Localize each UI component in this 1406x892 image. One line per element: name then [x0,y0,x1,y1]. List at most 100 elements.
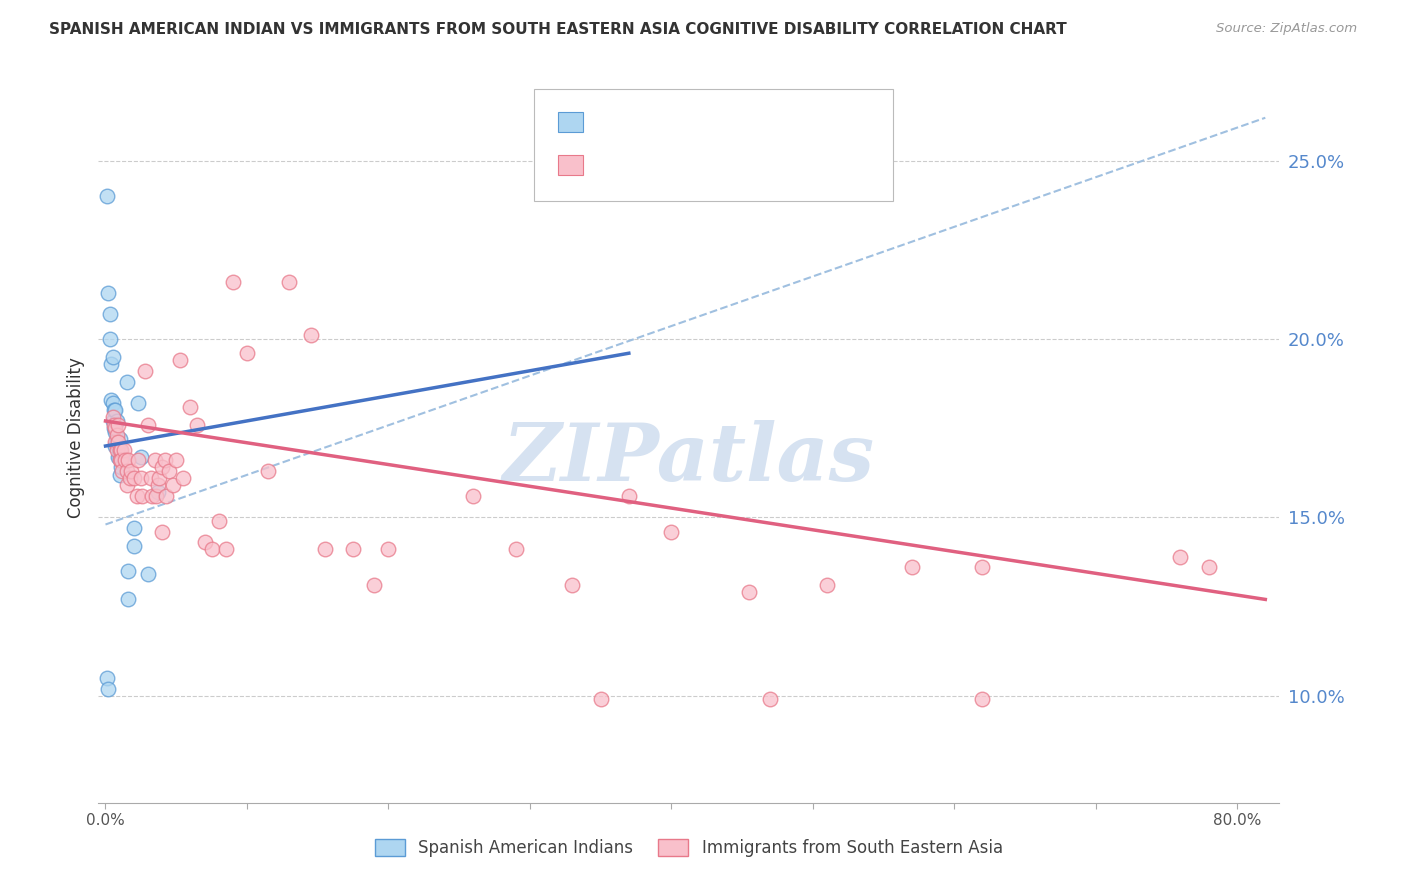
Point [101,410,124,425]
Point [98,307,121,321]
Point [155,489,177,503]
Point [169,353,191,368]
Text: 70: 70 [762,156,787,174]
Point [972,692,994,706]
Point [114,453,136,467]
Point [107,417,129,432]
Point [314,542,336,557]
Point [108,450,131,464]
Point [115,478,138,492]
Text: SPANISH AMERICAN INDIAN VS IMMIGRANTS FROM SOUTH EASTERN ASIA COGNITIVE DISABILI: SPANISH AMERICAN INDIAN VS IMMIGRANTS FR… [49,22,1067,37]
Text: N =: N = [707,113,747,131]
Point [257,464,280,478]
Point [143,453,166,467]
Point [98,332,121,346]
Point [157,464,180,478]
Point [100,392,122,407]
Point [589,692,612,706]
Point [108,453,131,467]
Point [101,396,124,410]
Point [107,450,129,464]
Point [463,489,485,503]
Point [165,453,187,467]
Point [105,428,128,442]
Point [103,417,125,432]
Y-axis label: Cognitive Disability: Cognitive Disability [66,357,84,517]
Point [972,560,994,574]
Text: R =: R = [600,113,640,131]
Point [200,542,222,557]
Point [97,285,120,300]
Point [111,450,134,464]
Point [179,400,201,414]
Text: ZIPatlas: ZIPatlas [503,420,875,498]
Point [125,489,148,503]
Point [117,564,139,578]
Point [104,435,127,450]
Point [236,346,259,360]
Point [131,489,153,503]
Point [104,421,127,435]
Point [110,453,132,467]
Point [134,364,156,378]
Text: 34: 34 [749,113,775,131]
Point [118,471,141,485]
Text: R =: R = [600,156,640,174]
Point [222,275,245,289]
Point [129,450,152,464]
Point [1170,549,1192,564]
Point [377,542,399,557]
Point [103,421,125,435]
Point [278,275,301,289]
Point [115,464,138,478]
Point [299,328,322,343]
Text: 0.071: 0.071 [643,113,699,131]
Point [141,489,163,503]
Point [136,417,159,432]
Point [148,471,170,485]
Point [117,592,139,607]
Point [900,560,922,574]
Point [162,478,184,492]
Point [104,403,127,417]
Point [107,439,129,453]
Point [100,357,122,371]
Point [127,453,149,467]
Point [108,432,131,446]
Point [659,524,682,539]
Point [186,417,208,432]
Point [104,425,127,439]
Point [617,489,640,503]
Point [120,464,142,478]
Point [105,442,128,457]
Point [112,442,135,457]
Point [153,453,176,467]
Point [193,535,215,549]
Point [115,375,138,389]
Point [150,460,173,475]
Point [150,524,173,539]
Point [108,467,131,482]
Point [96,671,118,685]
Text: Source: ZipAtlas.com: Source: ZipAtlas.com [1216,22,1357,36]
Point [342,542,364,557]
Point [561,578,583,592]
Point [127,396,149,410]
Point [815,578,838,592]
Point [1198,560,1220,574]
Text: N =: N = [720,156,759,174]
Point [363,578,385,592]
Point [105,432,128,446]
Point [146,485,169,500]
Point [129,471,152,485]
Point [101,350,124,364]
Point [759,692,782,706]
Text: -0.453: -0.453 [643,156,707,174]
Point [139,471,162,485]
Point [505,542,527,557]
Point [122,521,145,535]
Point [101,414,124,428]
Point [110,460,132,475]
Point [108,442,131,457]
Point [104,439,127,453]
